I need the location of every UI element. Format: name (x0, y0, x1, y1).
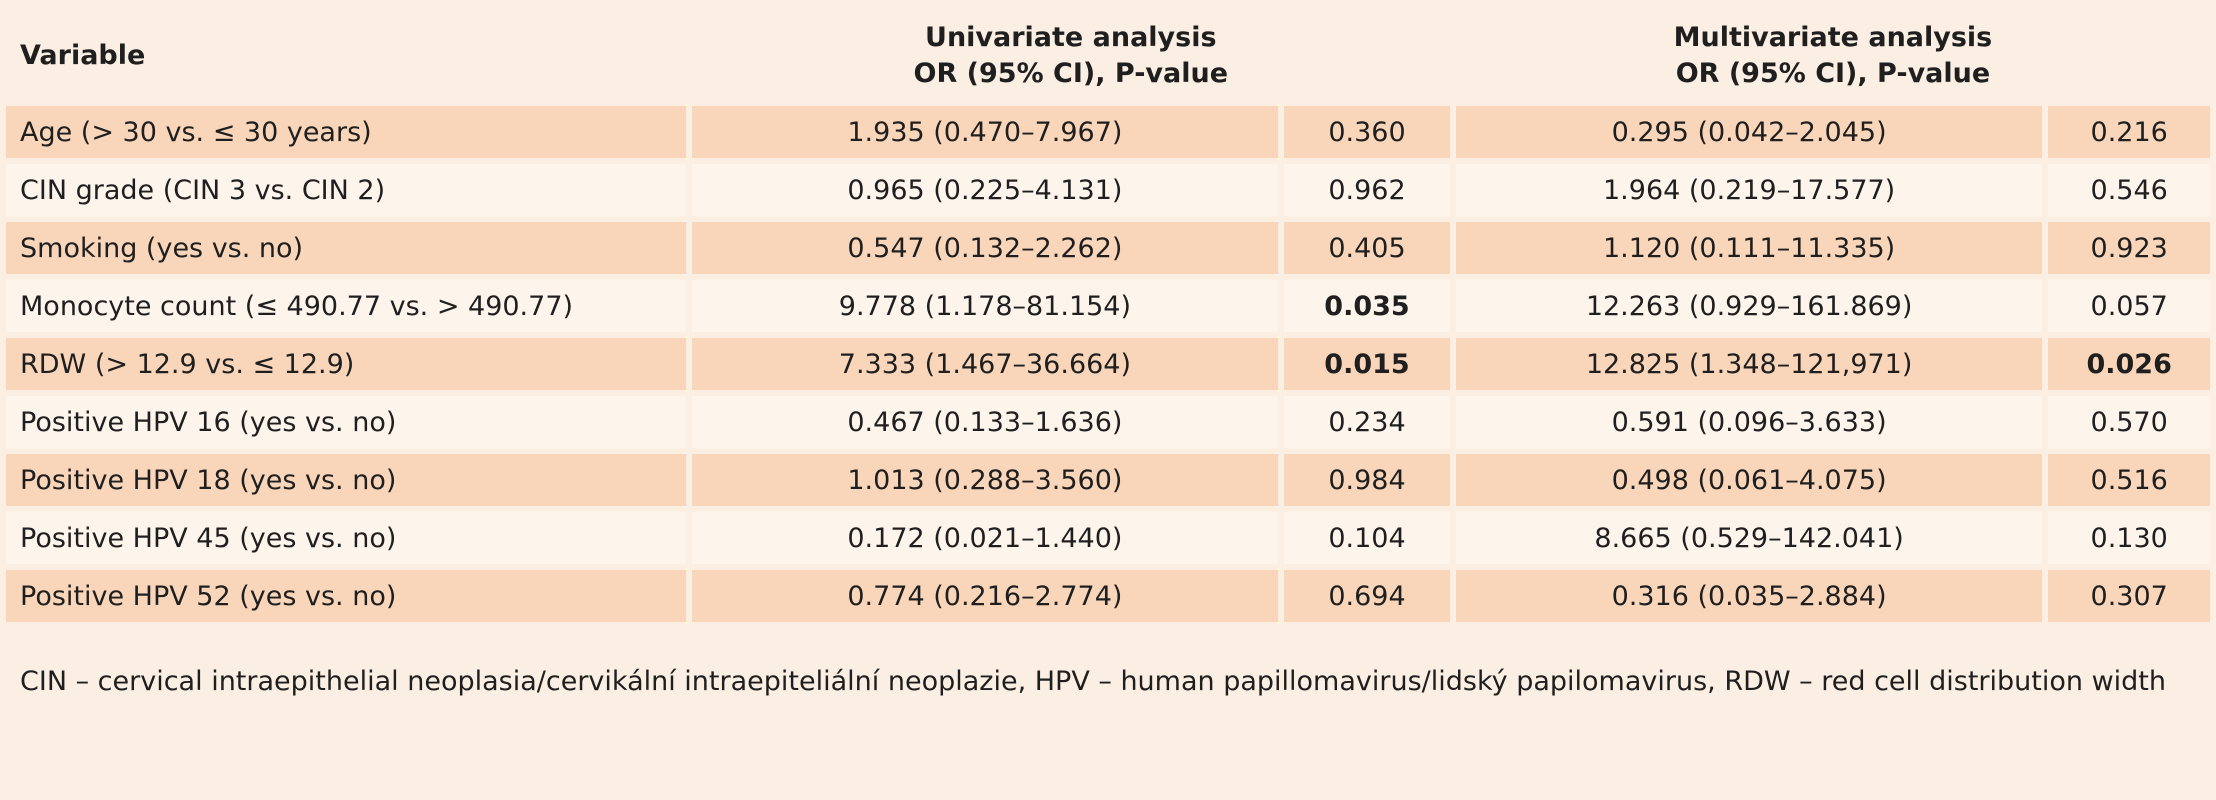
table-row: CIN grade (CIN 3 vs. CIN 2) 0.965 (0.225… (6, 164, 2210, 216)
table-row: Age (> 30 vs. ≤ 30 years) 1.935 (0.470–7… (6, 106, 2210, 158)
table-row: Positive HPV 18 (yes vs. no) 1.013 (0.28… (6, 454, 2210, 506)
table-row: Positive HPV 52 (yes vs. no) 0.774 (0.21… (6, 570, 2210, 622)
cell-uni-or: 0.774 (0.216–2.774) (691, 570, 1279, 622)
cell-multi-or: 0.498 (0.061–4.075) (1455, 454, 2043, 506)
table-header-row: Variable Univariate analysis OR (95% CI)… (6, 6, 2210, 100)
cell-multi-or: 0.316 (0.035–2.884) (1455, 570, 2043, 622)
cell-multi-p: 0.546 (2048, 164, 2210, 216)
header-univariate-subtitle: OR (95% CI), P-value (913, 58, 1229, 89)
table-footnote: CIN – cervical intraepithelial neoplasia… (20, 666, 2166, 697)
cell-variable: RDW (> 12.9 vs. ≤ 12.9) (6, 338, 686, 390)
cell-uni-p: 0.984 (1284, 454, 1450, 506)
header-multivariate: Multivariate analysis OR (95% CI), P-val… (1455, 6, 2210, 100)
cell-uni-or: 0.965 (0.225–4.131) (691, 164, 1279, 216)
table-row: Positive HPV 16 (yes vs. no) 0.467 (0.13… (6, 396, 2210, 448)
header-multivariate-subtitle: OR (95% CI), P-value (1675, 58, 1991, 89)
table-row: Smoking (yes vs. no) 0.547 (0.132–2.262)… (6, 222, 2210, 274)
cell-uni-or: 1.935 (0.470–7.967) (691, 106, 1279, 158)
cell-uni-p: 0.360 (1284, 106, 1450, 158)
cell-multi-p: 0.130 (2048, 512, 2210, 564)
table-row: Monocyte count (≤ 490.77 vs. > 490.77) 9… (6, 280, 2210, 332)
header-multivariate-title: Multivariate analysis (1673, 22, 1993, 53)
cell-multi-or: 1.120 (0.111–11.335) (1455, 222, 2043, 274)
cell-variable: Smoking (yes vs. no) (6, 222, 686, 274)
header-variable: Variable (6, 6, 686, 100)
cell-uni-p: 0.104 (1284, 512, 1450, 564)
cell-variable: Age (> 30 vs. ≤ 30 years) (6, 106, 686, 158)
cell-multi-or: 8.665 (0.529–142.041) (1455, 512, 2043, 564)
cell-uni-p: 0.015 (1284, 338, 1450, 390)
cell-uni-or: 0.172 (0.021–1.440) (691, 512, 1279, 564)
header-univariate-title: Univariate analysis (925, 22, 1217, 53)
regression-table: Variable Univariate analysis OR (95% CI)… (6, 6, 2210, 622)
cell-multi-or: 12.825 (1.348–121,971) (1455, 338, 2043, 390)
cell-uni-p: 0.405 (1284, 222, 1450, 274)
cell-variable: CIN grade (CIN 3 vs. CIN 2) (6, 164, 686, 216)
cell-multi-p: 0.057 (2048, 280, 2210, 332)
cell-uni-or: 1.013 (0.288–3.560) (691, 454, 1279, 506)
cell-multi-or: 1.964 (0.219–17.577) (1455, 164, 2043, 216)
cell-multi-p: 0.923 (2048, 222, 2210, 274)
cell-multi-p: 0.026 (2048, 338, 2210, 390)
table-row: Positive HPV 45 (yes vs. no) 0.172 (0.02… (6, 512, 2210, 564)
cell-variable: Monocyte count (≤ 490.77 vs. > 490.77) (6, 280, 686, 332)
cell-multi-p: 0.570 (2048, 396, 2210, 448)
cell-uni-p: 0.962 (1284, 164, 1450, 216)
cell-multi-p: 0.216 (2048, 106, 2210, 158)
cell-variable: Positive HPV 18 (yes vs. no) (6, 454, 686, 506)
cell-variable: Positive HPV 16 (yes vs. no) (6, 396, 686, 448)
cell-uni-or: 0.547 (0.132–2.262) (691, 222, 1279, 274)
cell-uni-or: 7.333 (1.467–36.664) (691, 338, 1279, 390)
cell-uni-or: 9.778 (1.178–81.154) (691, 280, 1279, 332)
cell-multi-or: 0.295 (0.042–2.045) (1455, 106, 2043, 158)
cell-multi-p: 0.516 (2048, 454, 2210, 506)
header-univariate: Univariate analysis OR (95% CI), P-value (691, 6, 1450, 100)
table-row: RDW (> 12.9 vs. ≤ 12.9) 7.333 (1.467–36.… (6, 338, 2210, 390)
cell-variable: Positive HPV 45 (yes vs. no) (6, 512, 686, 564)
cell-multi-p: 0.307 (2048, 570, 2210, 622)
cell-multi-or: 12.263 (0.929–161.869) (1455, 280, 2043, 332)
cell-multi-or: 0.591 (0.096–3.633) (1455, 396, 2043, 448)
cell-variable: Positive HPV 52 (yes vs. no) (6, 570, 686, 622)
cell-uni-p: 0.694 (1284, 570, 1450, 622)
cell-uni-or: 0.467 (0.133–1.636) (691, 396, 1279, 448)
cell-uni-p: 0.035 (1284, 280, 1450, 332)
cell-uni-p: 0.234 (1284, 396, 1450, 448)
